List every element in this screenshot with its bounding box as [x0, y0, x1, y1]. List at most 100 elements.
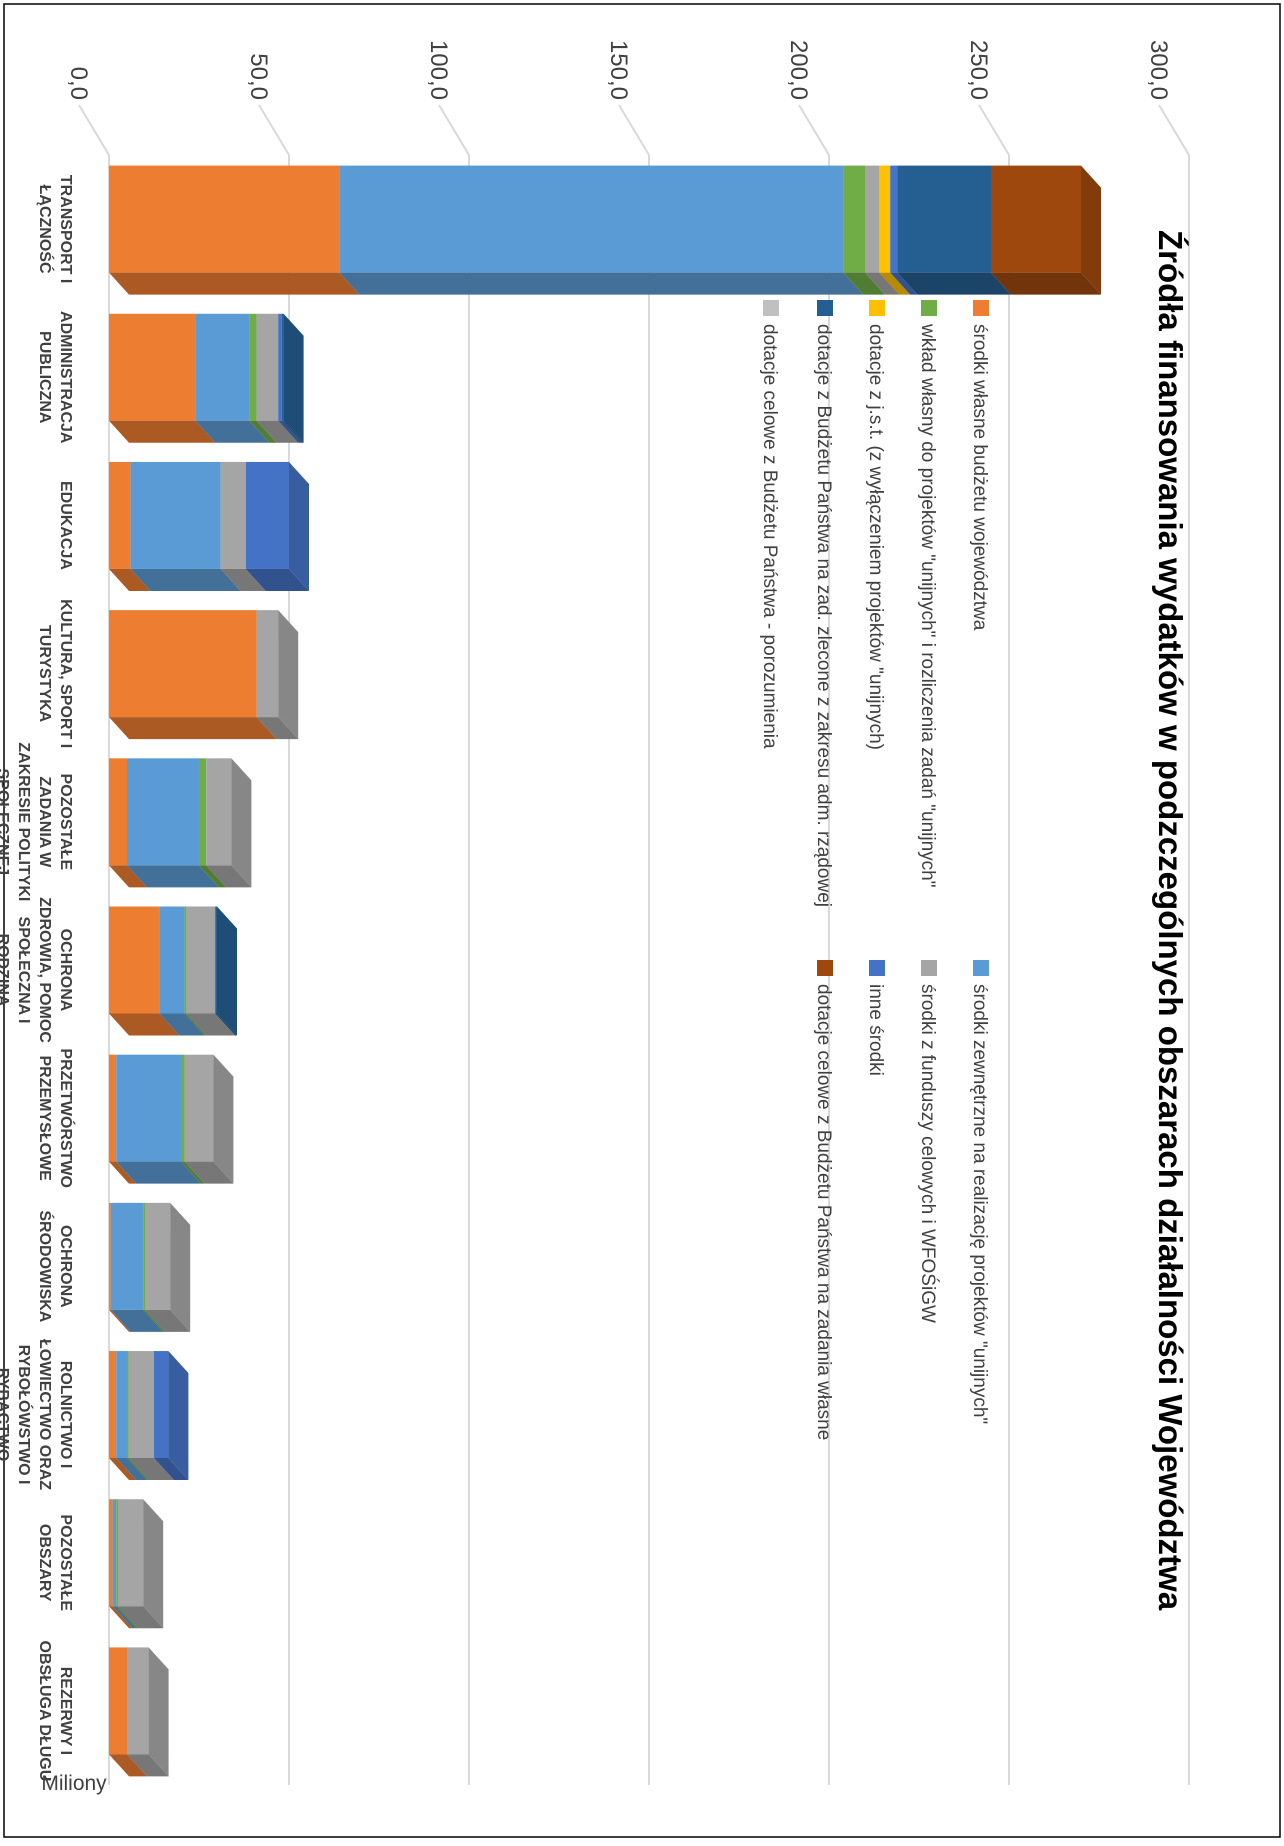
bar-segment-side — [127, 1754, 169, 1777]
legend-swatch — [973, 960, 989, 976]
legend-swatch — [817, 300, 833, 316]
y-tick-label: 300,0 — [1145, 40, 1172, 100]
bar-segment — [184, 1054, 214, 1162]
bar-segment — [879, 165, 891, 273]
bar-segment — [991, 165, 1081, 273]
bar-segment — [897, 165, 991, 273]
bar-segment-side — [843, 272, 885, 295]
legend-entry: dotacje celowe z Budżetu Państwa - poroz… — [759, 324, 780, 749]
bar-segment — [144, 1202, 171, 1310]
bar-segment-side — [109, 1161, 137, 1184]
bar-top-face — [143, 1499, 164, 1629]
bar-top-face — [168, 1351, 189, 1481]
bar-segment — [108, 1351, 117, 1459]
bar-segment-side — [865, 272, 900, 295]
bar-segment — [154, 1351, 169, 1459]
legend-entry: dotacje z Budżetu Państwa na zad. zlecon… — [813, 324, 834, 907]
bar-segment-side — [154, 1458, 189, 1481]
bar-segment — [116, 1351, 127, 1459]
bar-segment-side — [145, 1309, 191, 1332]
legend-entry: wkład własny do projektów "unijnych" i r… — [917, 323, 938, 887]
bar-segment — [215, 906, 217, 1014]
bar-segment — [256, 313, 279, 421]
bar-segment-side — [249, 420, 277, 443]
bar-top-face — [289, 461, 309, 591]
bar-segment-side — [184, 1161, 234, 1184]
gridline-depth — [438, 104, 470, 156]
bar-segment-side — [109, 1013, 180, 1036]
bar-segment — [130, 461, 221, 569]
bar-segment-side — [109, 1754, 147, 1777]
bar-top-face — [283, 313, 304, 443]
bar-segment-side — [215, 1013, 237, 1036]
bar-segment-side — [109, 568, 151, 591]
y-tick-label: 0,0 — [65, 67, 92, 100]
bar-segment — [109, 1647, 127, 1755]
bar-segment-side — [109, 1458, 137, 1481]
category-label: ROLNICTWO IŁOWIECTWO ORAZRYBOŁÓWSTWO IRY… — [0, 1339, 74, 1490]
bars — [108, 165, 1101, 1777]
legend-swatch — [869, 960, 885, 976]
bar-segment — [127, 758, 199, 866]
bar-segment — [108, 1054, 117, 1162]
bar-segment-side — [112, 1606, 137, 1629]
bar-segment-side — [181, 1161, 205, 1184]
bar-segment-side — [109, 1309, 131, 1332]
bar-segment — [186, 906, 216, 1014]
bar-segment-side — [116, 1458, 147, 1481]
bar-segment — [249, 313, 257, 421]
bar-top-face — [217, 906, 237, 1036]
bar-segment-side — [127, 865, 219, 888]
y-tick-label: 200,0 — [785, 40, 812, 100]
bar-segment — [143, 1202, 145, 1310]
bar-segment-side — [339, 272, 864, 295]
bar-segment — [184, 906, 187, 1014]
bar-segment — [109, 313, 196, 421]
bar-segment-side — [109, 1606, 133, 1629]
bar-segment-side — [128, 1458, 174, 1481]
bar-segment-side — [256, 717, 299, 740]
bar-segment — [281, 313, 284, 421]
y-tick-label: 150,0 — [605, 40, 632, 100]
bar-segment — [220, 461, 246, 569]
bar-segment-side — [116, 1606, 138, 1629]
bar-segment-side — [109, 272, 360, 295]
bar-segment-side — [159, 1013, 205, 1036]
legend: środki własne budżetu województwa środki … — [759, 300, 990, 1440]
y-tick-labels: 0,0 50,0 100,0 150,0 200,0 250,0 300,0 — [65, 40, 1172, 100]
legend-entry: środki zewnętrzne na realizację projektó… — [969, 984, 990, 1424]
category-label: PRZETWÓRSTWOPRZEMYSŁOWE — [36, 1048, 76, 1188]
bar-segment — [278, 313, 282, 421]
legend-entry: dotacje z j.s.t. (z wyłączeniem projektó… — [865, 324, 886, 750]
bar-segment — [128, 1351, 154, 1459]
bar-top-face — [170, 1202, 191, 1332]
bar-segment — [864, 165, 880, 273]
legend-swatch — [973, 300, 989, 316]
bar-segment-side — [879, 272, 911, 295]
bar-segment — [256, 610, 279, 718]
gridline-depth — [258, 104, 290, 156]
legend-swatch — [763, 300, 779, 316]
bar-segment-side — [206, 865, 252, 888]
category-label: REZERWY IOBSŁUGA DŁUGU — [36, 1641, 74, 1782]
bar-segment-side — [220, 568, 266, 591]
bar-segment — [890, 165, 898, 273]
bar-segment — [109, 906, 160, 1014]
bar-segment — [198, 758, 207, 866]
bar-segment-side — [890, 272, 918, 295]
bar-segment-side — [199, 865, 227, 888]
bar-segment — [108, 1499, 113, 1607]
bar-segment-side — [991, 272, 1101, 295]
bar-segment-side — [109, 717, 277, 740]
bar-segment — [339, 165, 844, 273]
gridline-depth — [798, 104, 830, 156]
bar-top-face — [148, 1647, 169, 1777]
legend-swatch — [921, 960, 937, 976]
category-label: OCHRONAZDROWIA, POMOCSPOŁECZNA IRODZINA — [0, 897, 74, 1043]
legend-swatch — [869, 300, 885, 316]
bar-segment-side — [184, 1013, 207, 1036]
bar-segment — [117, 1499, 144, 1607]
bar-segment — [195, 313, 250, 421]
